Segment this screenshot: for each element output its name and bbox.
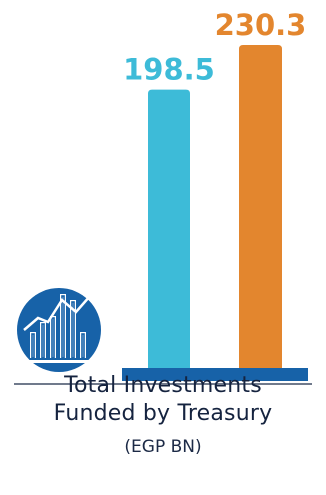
bar-chart-growth-icon — [17, 288, 101, 372]
bar-1 — [148, 89, 190, 368]
chart-title-line1: Total Investments — [64, 373, 262, 398]
chart-unit-label: (EGP BN) — [124, 437, 202, 457]
bar-value-label-2: 230.3 — [215, 8, 307, 42]
chart-baseline — [122, 368, 308, 381]
bar-2 — [239, 45, 282, 368]
bar-value-label-1: 198.5 — [123, 53, 215, 87]
chart-title-line2: Funded by Treasury — [53, 401, 273, 426]
